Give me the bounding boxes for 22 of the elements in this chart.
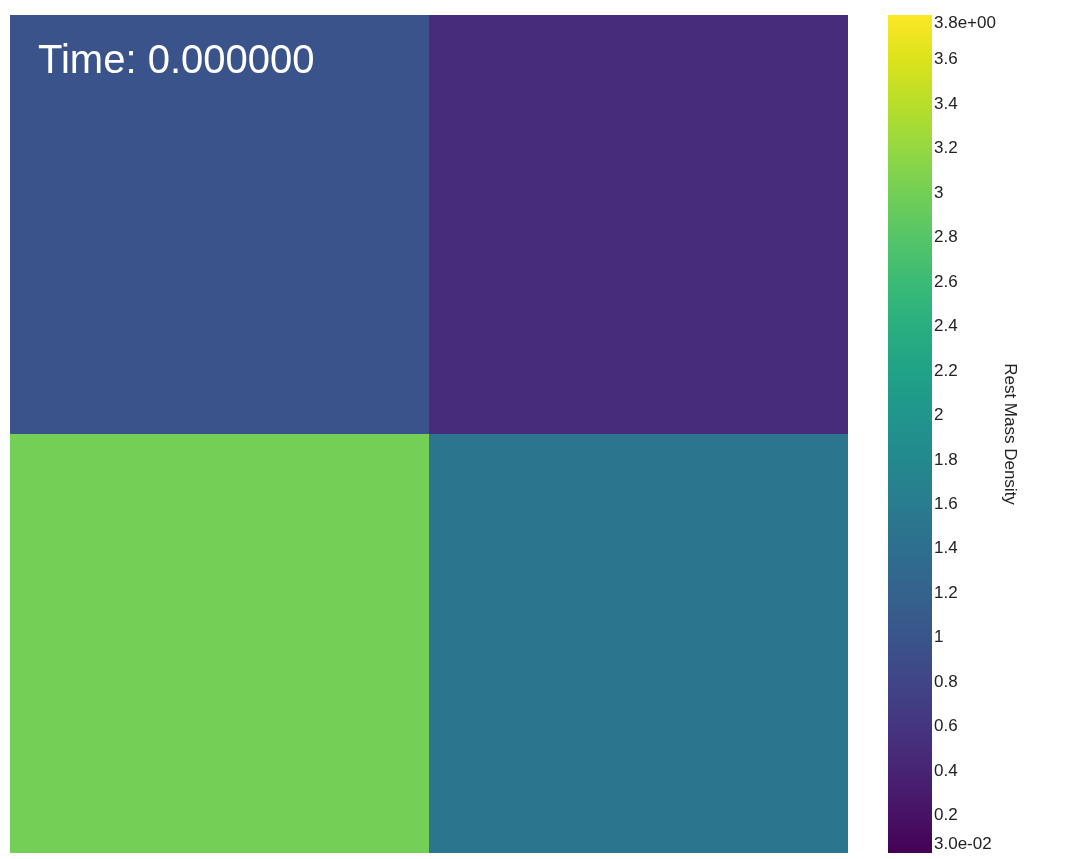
color-bar-label: 0.8 xyxy=(934,671,958,691)
color-bar-label: 2.2 xyxy=(934,360,958,380)
color-bar-label: 0.2 xyxy=(934,805,958,825)
color-bar-label: 2.6 xyxy=(934,271,958,291)
color-bar-label: 1.6 xyxy=(934,494,958,514)
annotation: Time: 0.000000 xyxy=(38,37,315,81)
color-bar-label: 1.2 xyxy=(934,582,958,602)
color-bar-label: 3 xyxy=(934,182,944,202)
color-bar-label: 3.8e+00 xyxy=(934,13,996,32)
color-bar-label: 3.4 xyxy=(934,93,958,113)
color-bar-title: Rest Mass Density xyxy=(1001,363,1020,506)
color-bar-label: 2.4 xyxy=(934,316,958,336)
color-bar-label: 0.6 xyxy=(934,716,958,736)
color-bar-label: 3.2 xyxy=(934,138,958,158)
color-bar-label: 0.4 xyxy=(934,760,958,780)
color-bar-label: 1.8 xyxy=(934,449,958,469)
color-bar-label: 1 xyxy=(934,627,944,647)
color-bar-label: 2 xyxy=(934,405,944,425)
color-bar-label: 1.4 xyxy=(934,538,958,558)
color-bar-label: 3.6 xyxy=(934,49,958,69)
color-bar-label: 2.8 xyxy=(934,227,958,247)
color-bar-label: 3.0e-02 xyxy=(934,834,992,853)
